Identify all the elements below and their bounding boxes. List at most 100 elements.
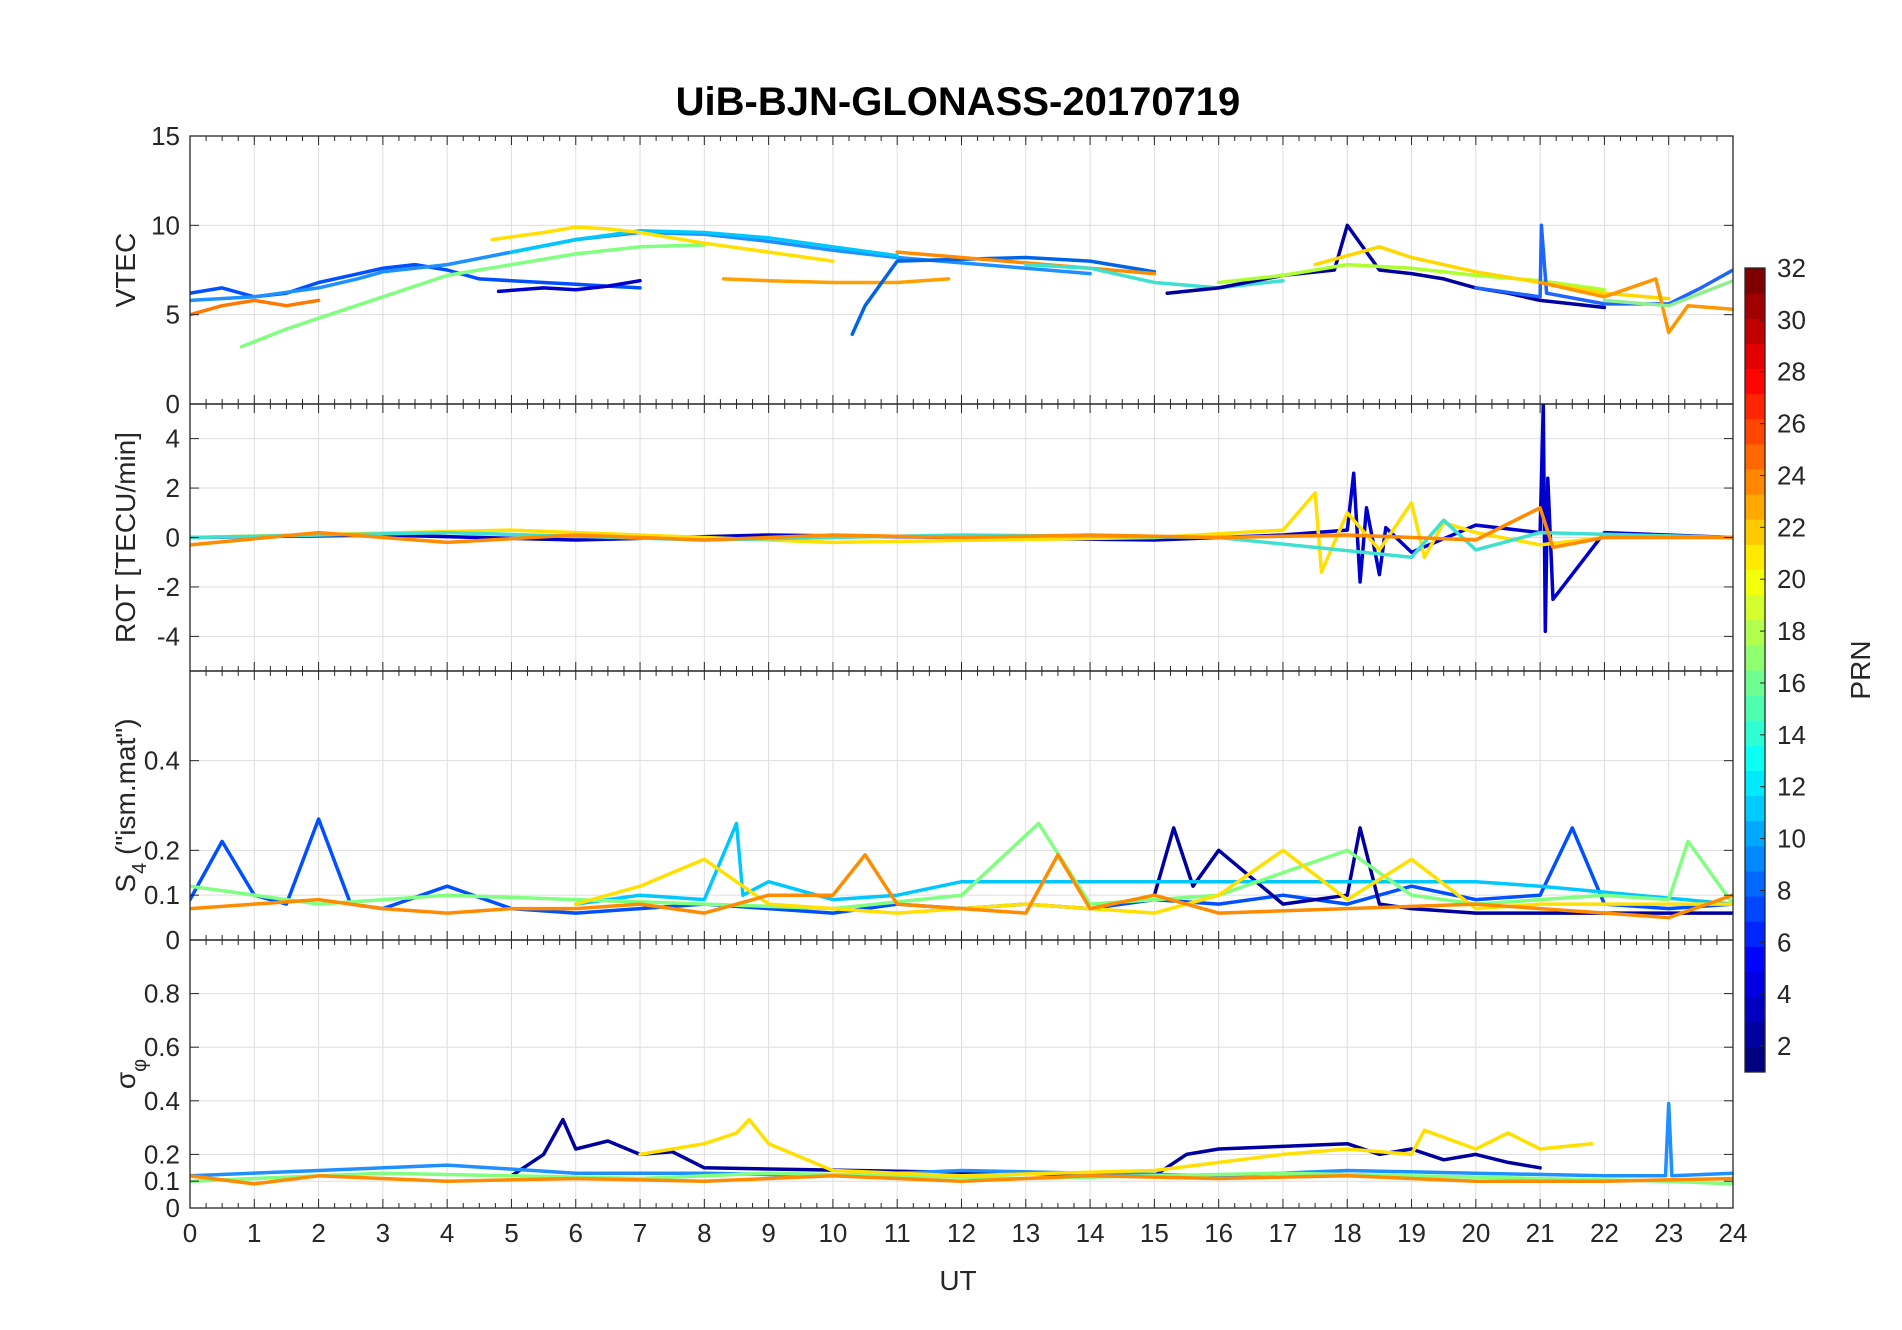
series-line [1313,245,1671,301]
x-tick-label: 6 [569,1218,583,1248]
series-line [190,1174,1733,1186]
colorbar-swatch [1745,896,1765,922]
colorbar-tick-label: 30 [1777,305,1806,335]
x-tick-label: 8 [697,1218,711,1248]
series-line [239,243,707,349]
series-line [190,298,321,317]
series-line [850,255,1157,337]
y-tick-label: 0 [166,1193,180,1223]
colorbar-tick-label: 8 [1777,875,1791,905]
y-tick-label: 0.4 [144,1086,180,1116]
colorbar-tick-label: 14 [1777,720,1806,750]
panel-2: -4 -2 0 2 4 ROT [TECU/min] [110,403,1734,672]
colorbar-swatch [1745,745,1765,771]
colorbar-swatch [1745,268,1765,294]
colorbar-tick-label: 10 [1777,824,1806,854]
colorbar-tick-label: 20 [1777,564,1806,594]
x-tick-label: 23 [1654,1218,1683,1248]
colorbar-swatch [1745,494,1765,520]
y-tick-label: -2 [157,572,180,602]
y-tick-label: 0 [166,523,180,553]
x-tick-label: 19 [1397,1218,1426,1248]
y-tick-label: 0.4 [144,746,180,776]
series-group [190,404,1733,634]
colorbar-swatch [1745,946,1765,972]
colorbar-swatch [1745,393,1765,420]
colorbar-tick-label: 4 [1777,979,1791,1009]
x-tick-label: 3 [376,1218,390,1248]
colorbar-tick-label: 32 [1777,253,1806,283]
y-tick-label: 15 [151,121,180,151]
y-axis-label: S4 ("ism.mat") [110,718,151,892]
x-tick-label: 16 [1204,1218,1233,1248]
colorbar-swatch [1745,318,1765,344]
series-group [190,817,1733,920]
y-tick-label: 0.2 [144,1139,180,1169]
colorbar-swatch [1745,921,1765,947]
y-tick-label: 0 [166,389,180,419]
y-tick-label: 4 [166,424,180,454]
x-tick-label: 5 [504,1218,518,1248]
chart-title: UiB-BJN-GLONASS-20170719 [676,80,1241,124]
colorbar-swatch [1745,871,1765,897]
x-tick-label: 11 [884,1218,911,1248]
x-tick-label: 18 [1333,1218,1362,1248]
series-line [721,277,951,285]
colorbar-tick-label: 2 [1777,1031,1791,1061]
y-tick-label: 0.8 [144,979,180,1009]
series-line [509,1117,1542,1178]
colorbar-tick-label: 18 [1777,616,1806,646]
colorbar-swatch [1745,569,1765,596]
series-line [638,1117,1594,1178]
series-line [1602,278,1733,308]
colorbar-swatch [1745,469,1765,495]
colorbar-swatch [1745,368,1765,395]
colorbar-swatch [1745,293,1765,319]
x-tick-label: 14 [1076,1218,1105,1248]
y-tick-label: 10 [151,210,180,240]
y-tick-label: -4 [157,621,180,651]
series-line [190,491,1733,574]
colorbar-swatch [1745,820,1765,847]
x-tick-label: 7 [633,1218,647,1248]
y-tick-label: 5 [166,300,180,330]
colorbar-swatch [1745,519,1765,545]
series-line [190,853,1733,920]
series-line [1474,223,1733,306]
series-group [190,1101,1733,1186]
x-tick-label: 10 [818,1218,847,1248]
colorbar-swatch [1745,544,1765,570]
x-tick-label: 13 [1011,1218,1040,1248]
y-tick-label: 0.1 [144,1166,180,1196]
colorbar-tick-label: 28 [1777,357,1806,387]
colorbar-swatch [1745,443,1765,470]
colorbar-frame [1744,267,1766,1073]
series-line [190,821,1733,911]
colorbar-swatch [1745,795,1765,822]
colorbar-swatch [1745,971,1765,998]
panel-1: 0 5 10 15 VTEC [110,121,1734,419]
x-tick-label: 20 [1461,1218,1490,1248]
series-line [496,278,642,294]
colorbar-swatch [1745,619,1765,646]
series-line [190,506,1733,550]
colorbar-swatch [1745,845,1765,872]
panel-3: 0 0.1 0.2 0.4S4 ("ism.mat") [110,670,1734,955]
colorbar-swatch [1745,670,1765,696]
y-axis-label: ROT [TECU/min] [110,432,141,643]
series-line [574,821,1733,906]
x-tick-label: 4 [440,1218,454,1248]
y-tick-label: 0 [166,925,180,955]
colorbar-swatch [1745,1021,1765,1048]
x-tick-label: 17 [1268,1218,1297,1248]
x-tick-label: 15 [1140,1218,1169,1248]
colorbar-tick-label: 22 [1777,512,1806,542]
colorbar-swatch [1745,1046,1765,1073]
y-axis-label: VTEC [110,233,141,308]
colorbar-swatch [1745,418,1765,445]
series-line [509,228,899,258]
